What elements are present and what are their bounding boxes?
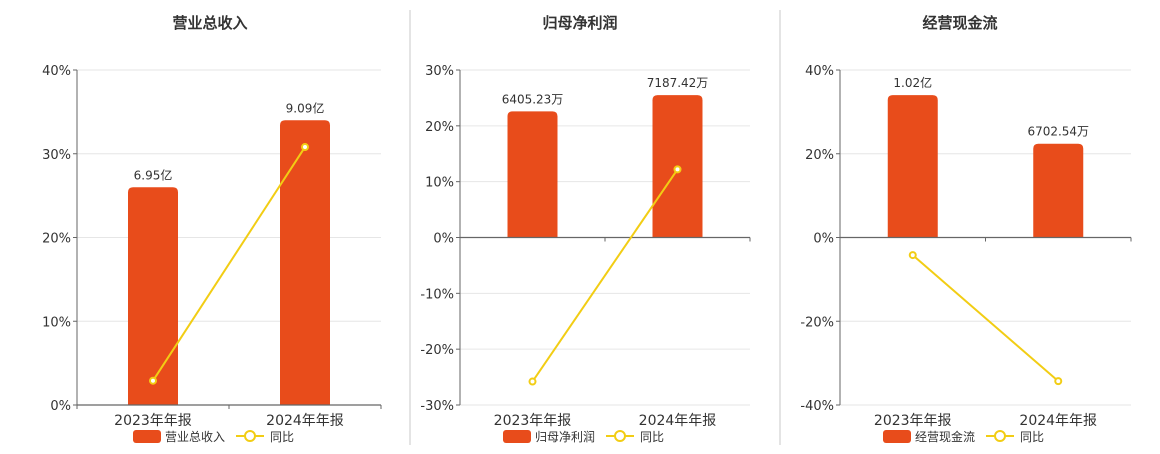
y-tick-label: 10% [42,315,71,330]
legend-line-marker [994,430,1006,442]
y-tick-label: 30% [42,148,71,163]
chart-title: 经营现金流 [922,14,997,32]
y-tick-label: -20% [420,343,454,358]
y-tick-label: -10% [420,287,454,302]
yoy-line [912,254,1059,382]
legend-bar-label: 营业总收入 [165,430,225,444]
y-tick-label: 40% [805,64,834,79]
legend-line-label: 同比 [640,430,664,444]
yoy-point-1 [908,251,917,260]
chart-panel-3: 经营现金流 -40% -20% 0% 20% 40% 1.02亿 6702.54万 2023年年… [800,14,1132,444]
legend-line-label: 同比 [270,430,294,444]
bar-1 [128,187,178,405]
x-tick-label: 2023年年报 [114,413,192,429]
bar-1 [507,111,558,238]
bar-label-2: 9.09亿 [286,100,325,115]
bar-1 [887,95,938,238]
yoy-point-1 [149,376,157,385]
x-tick-label: 2024年年报 [266,413,344,429]
bar-label-1: 1.02亿 [893,75,932,90]
chart-title: 归母净利润 [542,14,617,32]
y-tick-label: 0% [813,232,834,247]
x-tick-label: 2023年年报 [874,413,952,429]
yoy-line [531,168,679,383]
legend-bar-swatch [503,430,531,443]
x-tick-label: 2024年年报 [639,413,717,429]
yoy-line [152,146,306,382]
bar-2 [280,120,330,405]
legend-line-marker [244,430,256,442]
yoy-point-1 [528,377,537,386]
legend-bar-swatch [883,430,911,443]
chart-title: 营业总收入 [172,14,247,32]
y-tick-label: -40% [800,399,834,414]
y-tick-label: -20% [800,315,834,330]
bar-label-2: 6702.54万 [1027,125,1089,139]
chart-panel-1: 营业总收入 0% 10% 20% 30% 40% 6.95亿 9.09亿 2023年年报 2024… [42,14,382,444]
chart-panel-2: 归母净利润 -30% -20% -10% 0% 10% 20% 30% 6405.23万 7187… [420,14,751,444]
yoy-point-2 [1054,377,1063,386]
bar-label-1: 6405.23万 [502,92,564,106]
y-tick-label: 10% [425,176,454,191]
legend-bar-swatch [133,430,161,443]
y-tick-label: -30% [420,399,454,414]
y-tick-label: 0% [50,399,71,414]
x-tick-label: 2023年年报 [494,413,572,429]
yoy-point-2 [673,165,682,174]
y-tick-label: 20% [42,232,71,247]
legend-bar-label: 归母净利润 [535,430,595,444]
bar-label-2: 7187.42万 [647,76,709,90]
legend-line-marker [614,430,626,442]
x-tick-label: 2024年年报 [1019,413,1097,429]
y-tick-label: 0% [433,232,454,247]
y-tick-label: 20% [805,148,834,163]
y-tick-label: 40% [42,64,71,79]
yoy-point-2 [301,143,309,152]
bar-label-1: 6.95亿 [134,167,173,182]
legend-bar-label: 经营现金流 [915,429,975,444]
y-tick-label: 20% [425,120,454,135]
bar-2 [1033,143,1084,238]
legend-line-label: 同比 [1020,430,1044,444]
y-tick-label: 30% [425,64,454,79]
